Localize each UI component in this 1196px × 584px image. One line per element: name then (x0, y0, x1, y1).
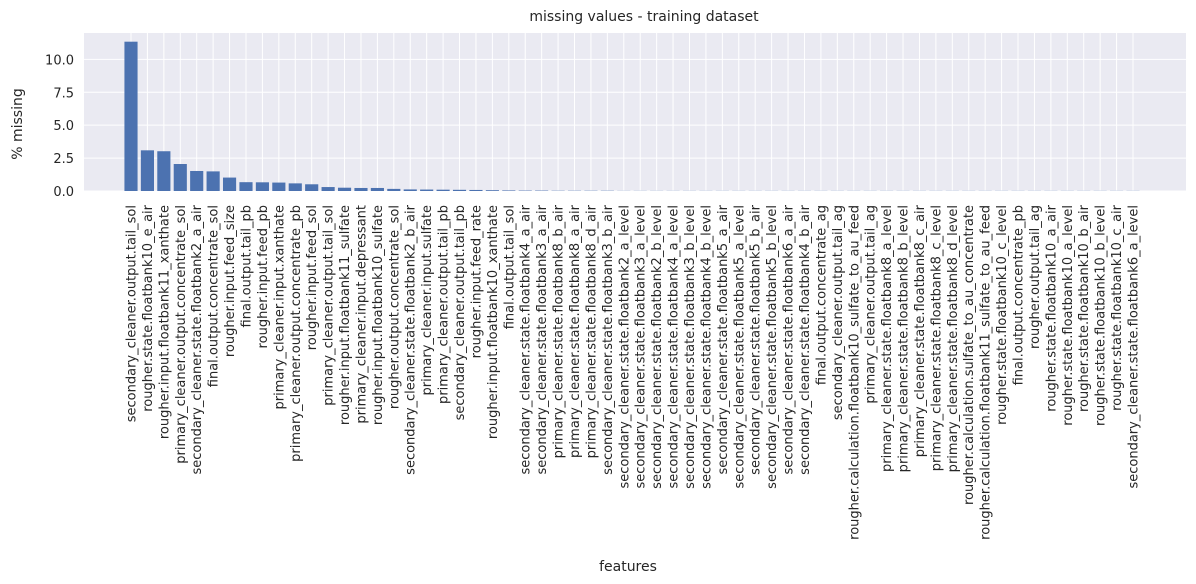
bar-secondary_cleaner.output.tail_pb (452, 189, 467, 191)
x-tick-label: final.output.concentrate_pb (1012, 205, 1027, 385)
x-tick-label: final.output.concentrate_ag (814, 205, 829, 385)
x-axis-ticks: secondary_cleaner.output.tail_sol rougher… (125, 204, 1142, 539)
x-tick-label: rougher.state.floatbank10_c_air (1110, 204, 1125, 411)
y-tick-label: 2.5 (53, 152, 74, 167)
plot-area (84, 33, 1186, 191)
x-tick-label: primary_cleaner.input.sulfate (420, 205, 435, 395)
x-tick-label: primary_cleaner.state.floatbank8_a_level (880, 205, 895, 472)
x-tick-label: secondary_cleaner.output.tail_pb (453, 205, 468, 420)
y-axis-ticks: 0.0 2.5 5.0 7.5 10.0 (45, 53, 74, 200)
bar-rougher.input.feed_sol (305, 184, 319, 191)
x-tick-label: primary_cleaner.input.xanthate (272, 205, 287, 410)
x-tick-label: rougher.output.tail_ag (1028, 205, 1043, 349)
x-tick-label: secondary_cleaner.state.floatbank5_b_lev… (765, 205, 780, 489)
x-tick-label: primary_cleaner.state.floatbank8_c_level (929, 205, 944, 471)
bar-secondary_cleaner.output.tail_sol (124, 41, 138, 191)
x-tick-label: secondary_cleaner.output.tail_ag (831, 205, 846, 420)
x-axis-label: features (599, 559, 657, 575)
bar-rougher.output.concentrate_sol (387, 188, 401, 191)
bar-rougher.state.floatbank10_e_air (140, 150, 154, 191)
x-tick-label: secondary_cleaner.state.floatbank2_a_lev… (617, 205, 632, 489)
x-tick-label: rougher.calculation.floatbank11_sulfate_… (979, 205, 994, 540)
x-tick-label: rougher.state.floatbank10_b_level (1094, 205, 1109, 426)
x-tick-label: rougher.input.feed_pb (256, 205, 271, 348)
x-tick-label: primary_cleaner.output.concentrate_pb (289, 205, 304, 462)
x-tick-label: primary_cleaner.state.floatbank8_c_air (913, 204, 928, 457)
bar-secondary_cleaner.state.floatbank2_a_air (190, 170, 204, 191)
x-tick-label: secondary_cleaner.state.floatbank5_a_lev… (732, 205, 747, 489)
x-tick-label: secondary_cleaner.state.floatbank5_a_air (716, 204, 731, 474)
x-tick-label: rougher.input.feed_size (223, 205, 238, 357)
x-tick-label: rougher.input.floatbank11_sulfate (338, 205, 353, 425)
bar-primary_cleaner.output.tail_pb (436, 189, 450, 191)
bar-rougher.input.floatbank10_xanthate (485, 190, 499, 191)
x-tick-label: primary_cleaner.output.tail_ag (864, 205, 879, 404)
bar-rougher.input.feed_pb (255, 182, 269, 191)
x-tick-label: rougher.state.floatbank10_a_level (1061, 205, 1076, 426)
x-tick-label: primary_cleaner.state.floatbank8_d_air (584, 204, 599, 458)
y-tick-label: 7.5 (53, 86, 74, 101)
bar-primary_cleaner.output.concentrate_pb (288, 183, 302, 191)
x-tick-label: primary_cleaner.output.tail_sol (322, 205, 337, 406)
x-tick-label: secondary_cleaner.state.floatbank2_a_air (190, 204, 205, 474)
y-axis-label: % missing (10, 88, 26, 160)
x-tick-label: secondary_cleaner.state.floatbank4_b_air (798, 204, 813, 474)
x-tick-label: secondary_cleaner.state.floatbank4_b_lev… (699, 205, 714, 489)
x-tick-label: primary_cleaner.input.depressant (354, 205, 369, 424)
x-tick-label: secondary_cleaner.output.tail_sol (125, 205, 140, 422)
x-tick-label: secondary_cleaner.state.floatbank2_b_air (404, 204, 419, 474)
x-tick-label: rougher.calculation.floatbank10_sulfate_… (847, 205, 862, 540)
bar-primary_cleaner.input.xanthate (272, 182, 286, 191)
chart-title: missing values - training dataset (529, 9, 759, 25)
x-tick-label: primary_cleaner.state.floatbank8_d_level (946, 205, 961, 472)
x-tick-label: secondary_cleaner.state.floatbank3_b_air (601, 204, 616, 474)
x-tick-label: rougher.calculation.sulfate_to_au_concen… (962, 205, 977, 505)
x-tick-label: rougher.input.feed_rate (469, 205, 484, 358)
x-tick-label: rougher.input.feed_sol (305, 205, 320, 350)
y-tick-label: 5.0 (53, 119, 74, 134)
bar-rougher.input.floatbank10_sulfate (370, 187, 384, 191)
x-tick-label: secondary_cleaner.state.floatbank6_a_air (782, 204, 797, 474)
bar-primary_cleaner.output.concentrate_sol (173, 164, 187, 191)
x-tick-label: secondary_cleaner.state.floatbank6_a_lev… (1127, 205, 1142, 489)
bar-secondary_cleaner.state.floatbank2_b_air (403, 189, 417, 191)
bar-final.output.tail_sol (502, 190, 516, 191)
x-tick-label: primary_cleaner.output.tail_pb (437, 205, 452, 404)
x-tick-label: primary_cleaner.output.concentrate_sol (174, 205, 189, 464)
x-tick-label: final.output.concentrate_sol (207, 205, 222, 387)
y-tick-label: 0.0 (53, 185, 74, 200)
x-tick-label: final.output.tail_pb (239, 205, 254, 327)
bar-rougher.input.floatbank11_sulfate (337, 187, 352, 191)
x-tick-label: rougher.state.floatbank10_b_air (1077, 204, 1092, 412)
x-tick-label: rougher.state.floatbank10_e_air (141, 204, 156, 411)
x-tick-label: primary_cleaner.state.floatbank8_b_level (897, 205, 912, 472)
x-tick-label: rougher.input.floatbank10_xanthate (486, 205, 501, 439)
x-tick-label: rougher.state.floatbank10_c_level (995, 205, 1010, 425)
x-tick-label: rougher.input.floatbank11_xanthate (157, 205, 172, 439)
bar-final.output.concentrate_sol (206, 171, 220, 191)
x-tick-label: secondary_cleaner.state.floatbank3_a_lev… (634, 205, 649, 489)
bar-primary_cleaner.output.tail_sol (321, 187, 335, 191)
x-tick-label: secondary_cleaner.state.floatbank3_a_air (535, 204, 550, 474)
x-tick-label: rougher.output.concentrate_sol (387, 205, 402, 409)
bar-final.output.tail_pb (239, 182, 253, 191)
x-tick-label: rougher.state.floatbank10_a_air (1044, 204, 1059, 411)
x-tick-label: final.output.tail_sol (502, 205, 517, 329)
x-tick-label: secondary_cleaner.state.floatbank4_a_lev… (667, 205, 682, 489)
x-tick-label: secondary_cleaner.state.floatbank5_b_air (749, 204, 764, 474)
x-tick-label: primary_cleaner.state.floatbank8_b_air (552, 204, 567, 458)
bar-rougher.input.feed_rate (469, 189, 483, 191)
bar-rougher.input.floatbank11_xanthate (157, 151, 171, 191)
x-tick-label: primary_cleaner.state.floatbank8_a_air (568, 204, 583, 458)
bar-primary_cleaner.input.depressant (354, 187, 368, 191)
x-tick-label: secondary_cleaner.state.floatbank2_b_lev… (650, 205, 665, 489)
x-tick-label: rougher.input.floatbank10_sulfate (371, 205, 386, 425)
bars (124, 41, 1140, 191)
x-tick-label: secondary_cleaner.state.floatbank4_a_air (519, 204, 534, 474)
y-tick-label: 10.0 (45, 53, 74, 68)
x-tick-label: secondary_cleaner.state.floatbank3_b_lev… (683, 205, 698, 489)
bar-primary_cleaner.input.sulfate (420, 189, 434, 191)
bar-rougher.input.feed_size (222, 177, 237, 191)
